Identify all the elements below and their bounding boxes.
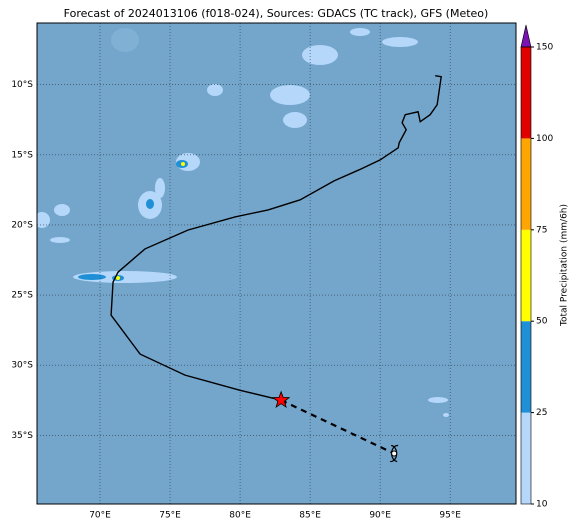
y-tick-label: 35°S (11, 431, 33, 441)
colorbar-segment (521, 412, 531, 504)
colorbar-segment (521, 321, 531, 413)
colorbar-tick-label: 10 (536, 500, 548, 510)
colorbar-tick-label: 50 (536, 317, 548, 327)
x-tick-label: 90°E (369, 511, 391, 521)
colorbar-frame (520, 46, 532, 505)
colorbar-segment (521, 47, 531, 139)
track-line (110, 75, 443, 401)
cyclone-center (391, 450, 398, 457)
colorbar-extension (520, 24, 532, 48)
colorbar-tick-label: 150 (536, 43, 553, 53)
current-position-star (271, 390, 291, 409)
colorbar-segment (521, 229, 531, 322)
x-tick-label: 70°E (89, 511, 111, 521)
colorbar-label: Total Precipitation (mm/6h) (560, 204, 570, 327)
precip-areas (37, 28, 449, 417)
y-tick-label: 30°S (11, 361, 33, 371)
colorbar-segment (521, 138, 531, 230)
colorbar-tick-label: 75 (536, 225, 547, 235)
y-tick-label: 10°S (11, 80, 33, 90)
colorbar-tick-label: 25 (536, 408, 547, 418)
forecast-track-line (280, 399, 395, 455)
y-tick-label: 20°S (11, 220, 33, 230)
map-background (37, 23, 516, 504)
y-tick-label: 25°S (11, 291, 33, 301)
map-frame (36, 22, 517, 505)
y-tick-label: 15°S (11, 150, 33, 160)
x-tick-label: 80°E (229, 511, 251, 521)
x-tick-label: 85°E (299, 511, 321, 521)
x-tick-label: 95°E (439, 511, 461, 521)
chart-title: Forecast of 2024013106 (f018-024), Sourc… (64, 7, 489, 20)
x-tick-label: 75°E (159, 511, 181, 521)
colorbar-tick-label: 100 (536, 134, 553, 144)
